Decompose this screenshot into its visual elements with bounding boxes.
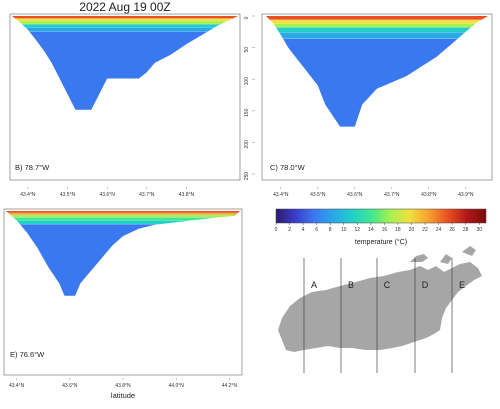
colorbar-tick-label: 8	[329, 227, 332, 233]
temperature-layer	[12, 21, 238, 25]
x-tick-label: 44.0°N	[169, 383, 185, 389]
colorbar-tick-label: 12	[355, 227, 361, 233]
colorbar-tick-label: 14	[368, 227, 374, 233]
x-tick-label: 43.5°N	[60, 192, 76, 198]
temperature-layer	[266, 38, 488, 127]
temperature-layer	[6, 217, 240, 221]
colorbar-tick-label: 22	[422, 227, 428, 233]
y-tick-label: 150	[244, 108, 250, 117]
x-tick-label: 43.9°N	[458, 192, 474, 198]
transect-b-panel: 43.4°N 43.5°N 43.6°N 43.7°N 43.8°N B) 78.7°W	[9, 13, 241, 198]
transect-b-temperature-field	[12, 16, 238, 110]
x-tick-label: 43.7°N	[384, 192, 400, 198]
temperature-layer	[266, 19, 488, 24]
lake-ontario-map: A B C D E	[278, 246, 482, 373]
x-tick-label: 43.6°N	[62, 383, 78, 389]
y-tick-label: 200	[244, 140, 250, 149]
transect-b-label: B) 78.7°W	[15, 163, 50, 172]
transect-letter-c: C	[384, 280, 391, 290]
x-tick-label: 43.4°N	[9, 383, 25, 389]
transect-c-frame	[261, 13, 493, 181]
x-tick-label: 43.6°N	[99, 192, 115, 198]
x-tick-label: 43.8°N	[421, 192, 437, 198]
transect-c-panel: 43.4°N 43.5°N 43.6°N 43.7°N 43.8°N 43.9°N 0 50 1…	[244, 13, 493, 198]
y-tick-label: 100	[244, 77, 250, 86]
x-tick-label: 43.6°N	[347, 192, 363, 198]
temperature-layer	[12, 31, 238, 110]
y-tick-label: 0	[244, 16, 250, 19]
y-tick-label: 50	[244, 47, 250, 53]
x-tick-label: 43.8°N	[179, 192, 195, 198]
colorbar-tick-label: 0	[275, 227, 278, 233]
temperature-layer	[6, 211, 240, 213]
figure-title: 2022 Aug 19 00Z	[79, 0, 171, 14]
temperature-layer	[266, 27, 488, 33]
transect-c-temperature-field	[266, 16, 488, 127]
temperature-layer	[12, 18, 238, 21]
x-tick-label: 43.5°N	[310, 192, 326, 198]
temperature-layer	[6, 220, 240, 225]
x-tick-label: 44.2°N	[222, 383, 238, 389]
transect-letter-e: E	[459, 280, 465, 290]
x-axis-label: latitude	[111, 391, 135, 400]
temperature-layer	[266, 32, 488, 39]
temperature-layer	[6, 212, 240, 215]
x-tick-label: 43.7°N	[139, 192, 155, 198]
transect-e-temperature-field	[6, 211, 240, 296]
transect-b-frame	[9, 13, 241, 181]
x-tick-label: 43.8°N	[115, 383, 131, 389]
transect-e-panel: 43.4°N 43.6°N 43.8°N 44.0°N 44.2°N E) 76.6°W	[3, 208, 243, 389]
colorbar-tick-label: 10	[341, 227, 347, 233]
colorbar-tick-label: 24	[436, 227, 442, 233]
transect-letter-a: A	[311, 280, 317, 290]
colorbar-tick-label: 6	[315, 227, 318, 233]
transect-e-label: E) 76.6°W	[10, 350, 45, 359]
transect-e-plot: 43.4°N 43.6°N 43.8°N 44.0°N 44.2°N	[6, 211, 240, 389]
temperature-layer	[6, 214, 240, 218]
colorbar-gradient	[275, 208, 487, 224]
transect-c-label: C) 78.0°W	[270, 163, 306, 172]
transect-lines: A B C D E	[303, 258, 465, 373]
y-tick-label: 250	[244, 172, 250, 181]
transect-letter-d: D	[422, 280, 429, 290]
x-tick-label: 43.4°N	[273, 192, 289, 198]
colorbar-tick-label: 2	[288, 227, 291, 233]
colorbar-tick-label: 16	[382, 227, 388, 233]
colorbar-label: temperature (°C)	[355, 238, 407, 246]
colorbar-tick-label: 30	[476, 227, 482, 233]
transect-e-frame	[3, 208, 243, 376]
colorbar-ticks: 0 2 4 6 8 10 12 14 16 18 20 22 24 26 28 30	[275, 223, 482, 233]
colorbar-tick-label: 28	[463, 227, 469, 233]
temperature-layer	[266, 16, 488, 20]
temperature-layer	[6, 224, 240, 296]
lake-ontario-shape	[278, 246, 482, 352]
temperature-layer	[12, 27, 238, 32]
temperature-colorbar: 0 2 4 6 8 10 12 14 16 18 20 22 24 26 28 30 temperature …	[275, 208, 487, 246]
colorbar-tick-label: 18	[395, 227, 401, 233]
temperature-layer	[266, 23, 488, 28]
temperature-layer	[12, 24, 238, 28]
x-tick-label: 43.4°N	[20, 192, 36, 198]
temperature-layer	[12, 16, 238, 19]
colorbar-tick-label: 4	[302, 227, 305, 233]
colorbar-tick-label: 20	[409, 227, 415, 233]
transect-letter-b: B	[348, 280, 354, 290]
colorbar-tick-label: 26	[449, 227, 455, 233]
